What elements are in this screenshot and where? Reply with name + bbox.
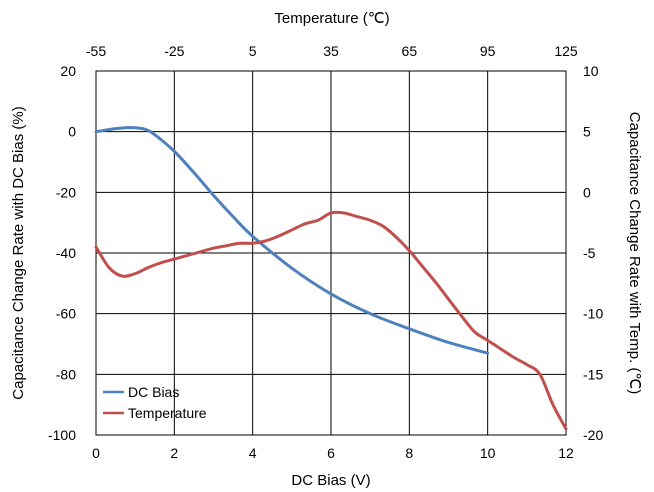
top-tick-label: 65 xyxy=(402,43,418,59)
right-tick-label: -5 xyxy=(583,245,596,261)
left-tick-label: -80 xyxy=(56,366,76,382)
right-tick-label: -15 xyxy=(583,366,603,382)
bottom-tick-label: 2 xyxy=(170,445,178,461)
right-tick-label: -10 xyxy=(583,306,603,322)
right-tick-label: 0 xyxy=(583,184,591,200)
bottom-tick-label: 0 xyxy=(92,445,100,461)
right-axis-title: Capacitance Change Rate with Temp. (℃) xyxy=(626,112,643,395)
left-tick-label: 0 xyxy=(68,124,76,140)
left-tick-label: -20 xyxy=(56,184,76,200)
top-tick-label: -25 xyxy=(164,43,184,59)
left-tick-label: -100 xyxy=(48,427,76,443)
bottom-tick-label: 12 xyxy=(558,445,574,461)
left-tick-label: -40 xyxy=(56,245,76,261)
bottom-tick-label: 6 xyxy=(327,445,335,461)
top-axis-title: Temperature (℃) xyxy=(274,10,389,27)
legend-label-temperature: Temperature xyxy=(128,405,207,421)
bottom-tick-label: 8 xyxy=(405,445,413,461)
legend-label-dc-bias: DC Bias xyxy=(128,384,179,400)
top-tick-label: -55 xyxy=(86,43,106,59)
left-axis-title: Capacitance Change Rate with DC Bias (%) xyxy=(10,106,27,399)
right-tick-label: 5 xyxy=(583,124,591,140)
left-tick-label: -60 xyxy=(56,306,76,322)
legend: DC Bias Temperature xyxy=(103,384,207,421)
right-tick-label: -20 xyxy=(583,427,603,443)
series-line-temperature xyxy=(94,210,568,431)
tick-labels: 0 2 4 6 8 10 12-55 -25 5 35 65 95 125200-20-40-60-80… xyxy=(48,43,603,461)
bottom-tick-label: 4 xyxy=(249,445,257,461)
right-tick-label: 10 xyxy=(583,63,599,79)
left-tick-label: 20 xyxy=(60,63,76,79)
top-tick-label: 35 xyxy=(323,43,339,59)
series-group xyxy=(94,126,568,431)
plot-area-frame xyxy=(95,70,567,436)
bottom-tick-label: 10 xyxy=(480,445,496,461)
top-tick-label: 5 xyxy=(249,43,257,59)
bottom-axis-title: DC Bias (V) xyxy=(291,472,370,489)
series-line-dc-bias xyxy=(94,126,490,355)
top-tick-label: 95 xyxy=(480,43,496,59)
top-tick-label: 125 xyxy=(554,43,578,59)
